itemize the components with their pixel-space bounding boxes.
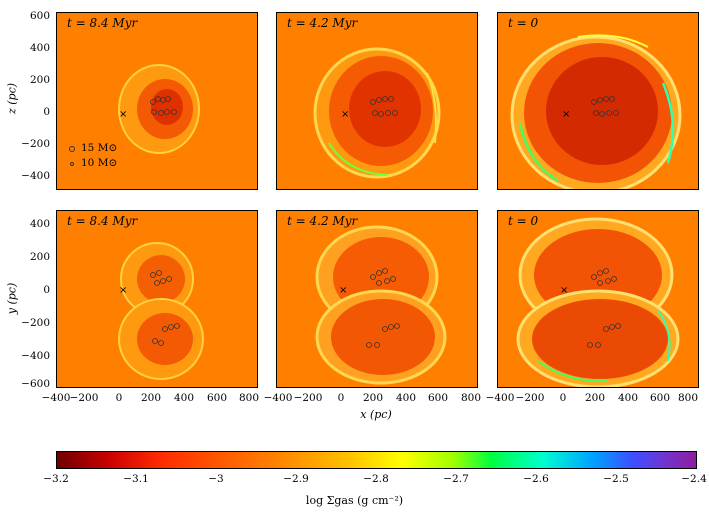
panel-top-t84: × t = 8.4 Myr 15 M⊙ 10 M⊙ <box>56 12 258 190</box>
origin-cross-icon: × <box>339 285 347 296</box>
x-tick: 200 <box>362 392 384 404</box>
x-tick: 800 <box>460 392 482 404</box>
y-tick: 0 <box>43 106 50 118</box>
origin-cross-icon: × <box>341 109 349 120</box>
panel-top-t42: × t = 4.2 Myr <box>276 12 478 190</box>
x-tick: 400 <box>617 392 639 404</box>
panel-time-label: t = 0 <box>508 16 539 30</box>
x-axis-label: x (pc) <box>360 408 392 421</box>
y-tick: −400 <box>21 350 50 362</box>
panel-top-t0: × t = 0 <box>497 12 699 190</box>
origin-cross-icon: × <box>562 109 570 120</box>
x-tick: −200 <box>293 392 323 404</box>
colorbar-tick: −2.4 <box>681 473 707 485</box>
panel-time-label: t = 8.4 Myr <box>67 214 138 228</box>
bubble-map: × <box>510 34 682 189</box>
x-tick: 600 <box>206 392 228 404</box>
colorbar-tick: −2.9 <box>283 473 309 485</box>
y-tick: 200 <box>29 74 50 86</box>
origin-cross-icon: × <box>119 285 127 296</box>
star-mass-legend: 15 M⊙ 10 M⊙ <box>69 141 117 171</box>
x-tick: 200 <box>584 392 606 404</box>
legend-10msun: 10 M⊙ <box>81 157 118 169</box>
x-tick: −400 <box>41 392 71 404</box>
panel-time-label: t = 8.4 Myr <box>67 16 138 30</box>
bubble-map: × <box>118 64 200 154</box>
bubble-map: × <box>315 225 447 385</box>
colorbar-tick: −2.8 <box>363 473 389 485</box>
colorbar <box>56 451 697 469</box>
x-tick: −400 <box>485 392 515 404</box>
y-tick: 600 <box>29 10 50 22</box>
y-tick: 0 <box>43 284 50 296</box>
circle-small-icon <box>70 161 74 166</box>
colorbar-tick: −2.6 <box>523 473 549 485</box>
panel-bottom-t0: × t = 0 <box>497 210 699 388</box>
x-tick: 800 <box>238 392 260 404</box>
y-tick: 200 <box>29 251 50 263</box>
colorbar-label: log Σgas (g cm⁻²) <box>305 494 404 507</box>
panel-bottom-t84: × t = 8.4 Myr <box>56 210 258 388</box>
x-tick: −200 <box>515 392 545 404</box>
panel-bottom-t42: × t = 4.2 Myr <box>276 210 478 388</box>
x-tick: 800 <box>677 392 699 404</box>
x-tick: 400 <box>173 392 195 404</box>
panel-time-label: t = 4.2 Myr <box>287 16 358 30</box>
x-tick: 200 <box>140 392 162 404</box>
circle-large-icon <box>69 145 75 152</box>
panel-time-label: t = 0 <box>508 214 539 228</box>
bubble-map: × <box>118 242 204 380</box>
legend-15msun: 15 M⊙ <box>81 142 118 154</box>
y-axis-label-top: z (pc) <box>5 82 19 115</box>
y-tick: 400 <box>29 218 50 230</box>
x-tick: 400 <box>395 392 417 404</box>
x-tick: 600 <box>649 392 671 404</box>
colorbar-tick: −2.5 <box>603 473 629 485</box>
x-tick: 600 <box>427 392 449 404</box>
x-tick: 0 <box>115 392 123 404</box>
x-tick: −400 <box>263 392 293 404</box>
y-tick: −600 <box>21 378 50 390</box>
x-tick: −200 <box>69 392 99 404</box>
y-axis-label-bottom: y (pc) <box>5 282 19 315</box>
origin-cross-icon: × <box>560 285 568 296</box>
y-tick: 400 <box>29 42 50 54</box>
colorbar-tick: −2.7 <box>443 473 469 485</box>
colorbar-tick: −3.1 <box>123 473 149 485</box>
x-tick: 0 <box>559 392 567 404</box>
y-tick: −200 <box>21 138 50 150</box>
y-tick: −400 <box>21 170 50 182</box>
bubble-map: × <box>516 217 680 387</box>
bubble-map: × <box>313 47 441 179</box>
y-tick: −200 <box>21 317 50 329</box>
panel-time-label: t = 4.2 Myr <box>287 214 358 228</box>
colorbar-tick: −3.2 <box>43 473 69 485</box>
x-tick: 0 <box>337 392 345 404</box>
colorbar-tick: −3 <box>208 473 224 485</box>
origin-cross-icon: × <box>119 109 127 120</box>
